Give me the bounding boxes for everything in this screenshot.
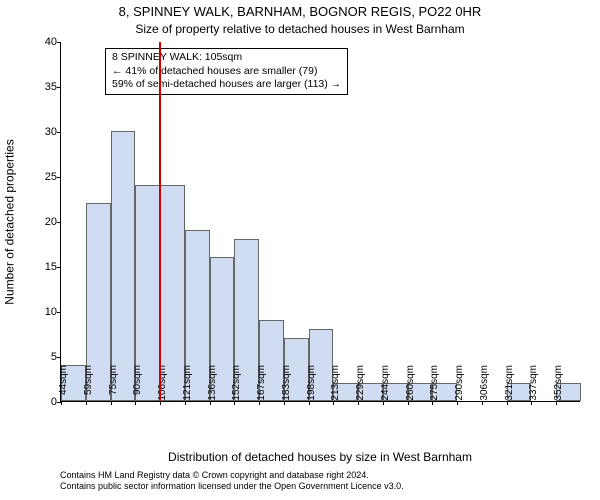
y-tick-mark [57,42,61,43]
x-tick-label: 321sqm [504,365,515,405]
x-tick-mark [556,401,557,405]
x-tick-label: 136sqm [207,365,218,405]
y-tick-mark [57,312,61,313]
reference-line [159,42,161,401]
y-tick-mark [57,357,61,358]
x-tick-mark [432,401,433,405]
x-tick-mark [86,401,87,405]
x-tick-mark [507,401,508,405]
x-tick-mark [457,401,458,405]
annotation-line-1: 8 SPINNEY WALK: 105sqm [112,51,341,65]
y-tick-mark [57,177,61,178]
plot-area: 8 SPINNEY WALK: 105sqm ← 41% of detached… [60,42,580,402]
x-tick-mark [210,401,211,405]
x-tick-mark [185,401,186,405]
y-tick-label: 15 [45,261,57,273]
x-tick-mark [358,401,359,405]
annotation-box: 8 SPINNEY WALK: 105sqm ← 41% of detached… [105,48,348,95]
x-tick-label: 183sqm [281,365,292,405]
x-tick-label: 244sqm [380,365,391,405]
x-tick-mark [309,401,310,405]
y-tick-label: 40 [45,36,57,48]
x-tick-label: 337sqm [528,365,539,405]
x-tick-label: 59sqm [83,365,94,405]
x-tick-label: 44sqm [58,365,69,405]
chart-subtitle: Size of property relative to detached ho… [0,22,600,36]
x-tick-label: 229sqm [355,365,366,405]
x-tick-label: 306sqm [479,365,490,405]
x-tick-mark [482,401,483,405]
x-tick-label: 260sqm [405,365,416,405]
y-tick-label: 20 [45,216,57,228]
x-tick-label: 121sqm [182,365,193,405]
x-tick-label: 213sqm [330,365,341,405]
x-tick-mark [259,401,260,405]
y-tick-mark [57,87,61,88]
x-tick-label: 152sqm [231,365,242,405]
x-tick-mark [408,401,409,405]
x-tick-mark [234,401,235,405]
x-axis-label: Distribution of detached houses by size … [60,450,580,464]
chart-title: 8, SPINNEY WALK, BARNHAM, BOGNOR REGIS, … [0,4,600,19]
annotation-line-2: ← 41% of detached houses are smaller (79… [112,65,341,79]
x-tick-mark [333,401,334,405]
x-tick-label: 90sqm [132,365,143,405]
y-axis-label: Number of detached properties [0,42,20,402]
annotation-line-3: 59% of semi-detached houses are larger (… [112,78,341,92]
footer-line-2: Contains public sector information licen… [60,481,580,492]
y-tick-label: 25 [45,171,57,183]
y-tick-label: 10 [45,306,57,318]
x-tick-label: 198sqm [306,365,317,405]
x-tick-mark [160,401,161,405]
x-tick-mark [135,401,136,405]
x-tick-mark [111,401,112,405]
y-tick-mark [57,222,61,223]
x-tick-mark [531,401,532,405]
y-tick-mark [57,132,61,133]
y-tick-mark [57,267,61,268]
footer-line-1: Contains HM Land Registry data © Crown c… [60,470,580,481]
footer: Contains HM Land Registry data © Crown c… [60,470,580,493]
y-tick-label: 35 [45,81,57,93]
x-tick-label: 75sqm [108,365,119,405]
x-tick-mark [61,401,62,405]
x-tick-label: 290sqm [454,365,465,405]
x-tick-label: 275sqm [429,365,440,405]
x-tick-mark [284,401,285,405]
histogram-bar [111,131,136,401]
x-tick-label: 167sqm [256,365,267,405]
x-tick-label: 352sqm [553,365,564,405]
y-tick-label: 30 [45,126,57,138]
x-tick-mark [383,401,384,405]
